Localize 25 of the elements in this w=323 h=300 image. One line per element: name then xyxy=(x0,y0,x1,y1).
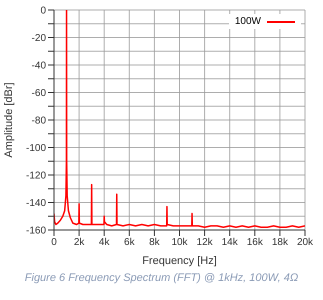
x-tick-label: 0 xyxy=(51,237,58,248)
x-tick-label: 10k xyxy=(171,237,189,248)
y-tick-label: -120 xyxy=(26,170,46,182)
y-tick-label: -140 xyxy=(26,198,46,210)
y-tick-label: -20 xyxy=(32,33,46,44)
x-tick-label: 16k xyxy=(246,237,264,248)
x-tick-label: 14k xyxy=(222,237,239,248)
caption: Figure 6 Frequency Spectrum (FFT) @ 1kHz, 100W, 4Ω xyxy=(24,272,300,284)
line-series xyxy=(54,10,305,228)
y-tick-label: -100 xyxy=(26,143,46,154)
x-axis-title: Frequency [Hz] xyxy=(142,255,217,267)
y-tick-label: -40 xyxy=(32,60,46,72)
y-tick-label: -160 xyxy=(26,226,46,237)
x-tick-label: 12k xyxy=(196,237,214,248)
x-tick-label: 6k xyxy=(124,237,136,248)
x-tick-label: 20k xyxy=(296,237,314,248)
x-tick-label: 2k xyxy=(74,237,86,248)
y-tick-label: -80 xyxy=(32,116,46,127)
y-tick-label: -60 xyxy=(32,88,46,100)
y-tick-label: 0 xyxy=(40,6,46,17)
x-tick-label: 18k xyxy=(272,237,289,248)
x-tick-label: 4k xyxy=(98,237,110,248)
y-axis-title: Amplitude [dBr] xyxy=(2,82,15,158)
legend-label: 100W xyxy=(234,16,261,27)
x-tick-label: 8k xyxy=(149,237,161,248)
